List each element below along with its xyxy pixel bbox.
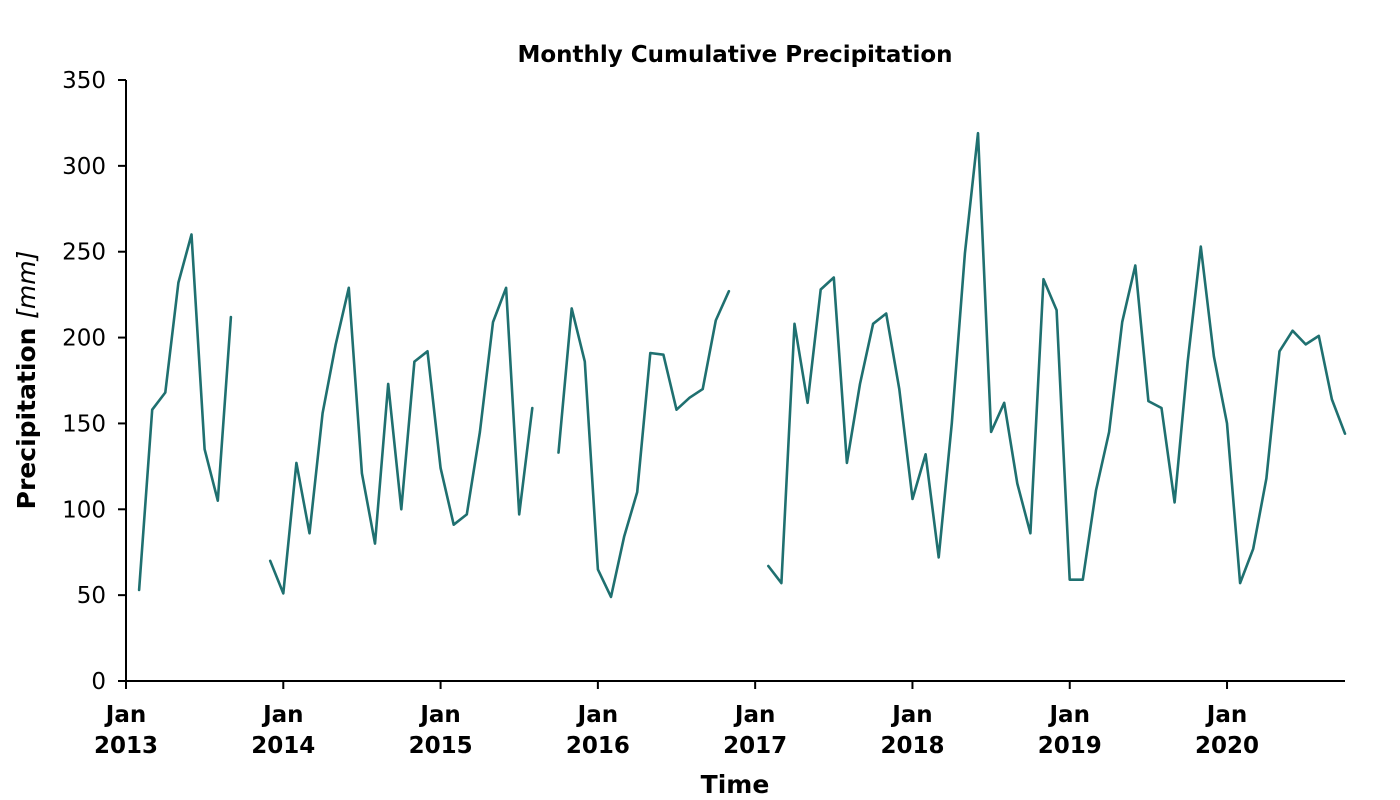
series-line-segment — [137, 233, 233, 592]
x-tick-label-year: 2018 — [880, 733, 944, 759]
series-line-segment — [767, 131, 1347, 585]
y-tick-label: 50 — [77, 583, 106, 609]
y-tick-label: 250 — [62, 240, 106, 266]
y-axis-label: Precipitation [mm] — [12, 251, 41, 510]
x-tick-label-year: 2020 — [1195, 733, 1259, 759]
x-tick-label-year: 2015 — [409, 733, 473, 759]
x-tick-label-year: 2013 — [94, 733, 158, 759]
y-tick-label: 0 — [91, 669, 106, 695]
series-line-segment — [268, 286, 534, 595]
y-axis-label-text: Precipitation — [12, 319, 41, 509]
y-tick-label: 100 — [62, 497, 106, 523]
x-tick-label-year: 2019 — [1038, 733, 1102, 759]
plot-area: 0 50 100 150 200 250 300 350 Jan 2013 Jan 2014 Jan 2… — [62, 68, 1347, 759]
chart-title: Monthly Cumulative Precipitation — [517, 42, 952, 68]
series-group — [137, 131, 1347, 599]
x-tick-label-year: 2017 — [723, 733, 787, 759]
x-tick-label-month: Jan — [104, 702, 146, 728]
y-axis-ticks: 0 50 100 150 200 250 300 350 — [62, 68, 126, 695]
x-tick-label-month: Jan — [576, 702, 618, 728]
y-tick-label: 200 — [62, 326, 106, 352]
y-tick-label: 150 — [62, 411, 106, 437]
x-tick-label-year: 2016 — [566, 733, 630, 759]
y-tick-label: 350 — [62, 68, 106, 94]
x-tick-label-month: Jan — [890, 702, 932, 728]
x-tick-label-month: Jan — [1205, 702, 1247, 728]
x-tick-label-month: Jan — [1048, 702, 1090, 728]
x-axis-ticks: Jan 2013 Jan 2014 Jan 2015 Jan 2016 Jan 2017 Jan 20… — [94, 681, 1259, 759]
x-tick-label-month: Jan — [418, 702, 460, 728]
x-tick-label-year: 2014 — [251, 733, 315, 759]
x-tick-label-month: Jan — [261, 702, 303, 728]
y-axis-label-unit: [mm] — [12, 251, 41, 319]
series-line-segment — [557, 289, 731, 599]
y-tick-label: 300 — [62, 154, 106, 180]
x-tick-label-month: Jan — [733, 702, 775, 728]
x-axis-label: Time — [701, 770, 770, 799]
